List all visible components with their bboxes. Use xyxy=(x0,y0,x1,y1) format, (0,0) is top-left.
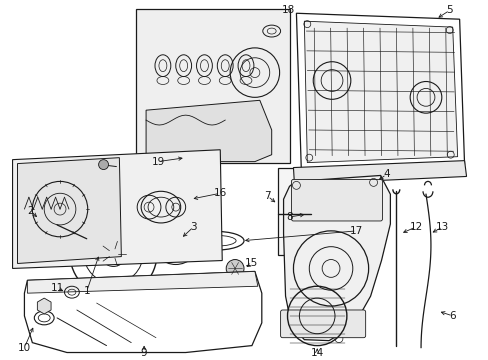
Text: 9: 9 xyxy=(141,347,147,357)
Polygon shape xyxy=(283,175,389,341)
Text: 2: 2 xyxy=(27,206,34,216)
Text: 14: 14 xyxy=(310,347,323,357)
Text: 13: 13 xyxy=(435,222,448,232)
Polygon shape xyxy=(27,271,257,293)
Text: 18: 18 xyxy=(281,5,295,15)
Text: 10: 10 xyxy=(18,343,31,352)
Text: 19: 19 xyxy=(151,157,164,167)
Circle shape xyxy=(99,159,108,170)
Bar xyxy=(277,167,374,255)
Polygon shape xyxy=(304,21,457,163)
FancyBboxPatch shape xyxy=(280,310,365,338)
Polygon shape xyxy=(13,150,222,269)
Text: 17: 17 xyxy=(349,226,363,236)
Polygon shape xyxy=(24,271,261,352)
Text: 8: 8 xyxy=(285,212,292,222)
Text: 4: 4 xyxy=(382,170,389,180)
Text: 7: 7 xyxy=(264,191,270,201)
Polygon shape xyxy=(296,13,464,171)
Circle shape xyxy=(226,260,244,277)
Polygon shape xyxy=(18,158,121,264)
Text: 15: 15 xyxy=(245,258,258,269)
Text: 6: 6 xyxy=(448,311,455,321)
Text: 11: 11 xyxy=(50,283,63,293)
Text: 3: 3 xyxy=(190,222,197,232)
Text: 16: 16 xyxy=(213,188,226,198)
Polygon shape xyxy=(293,161,466,184)
Text: 1: 1 xyxy=(83,286,90,296)
Text: 12: 12 xyxy=(408,222,422,232)
Polygon shape xyxy=(146,100,271,162)
FancyBboxPatch shape xyxy=(291,179,382,221)
Text: 5: 5 xyxy=(446,5,452,15)
Bar xyxy=(136,9,289,163)
